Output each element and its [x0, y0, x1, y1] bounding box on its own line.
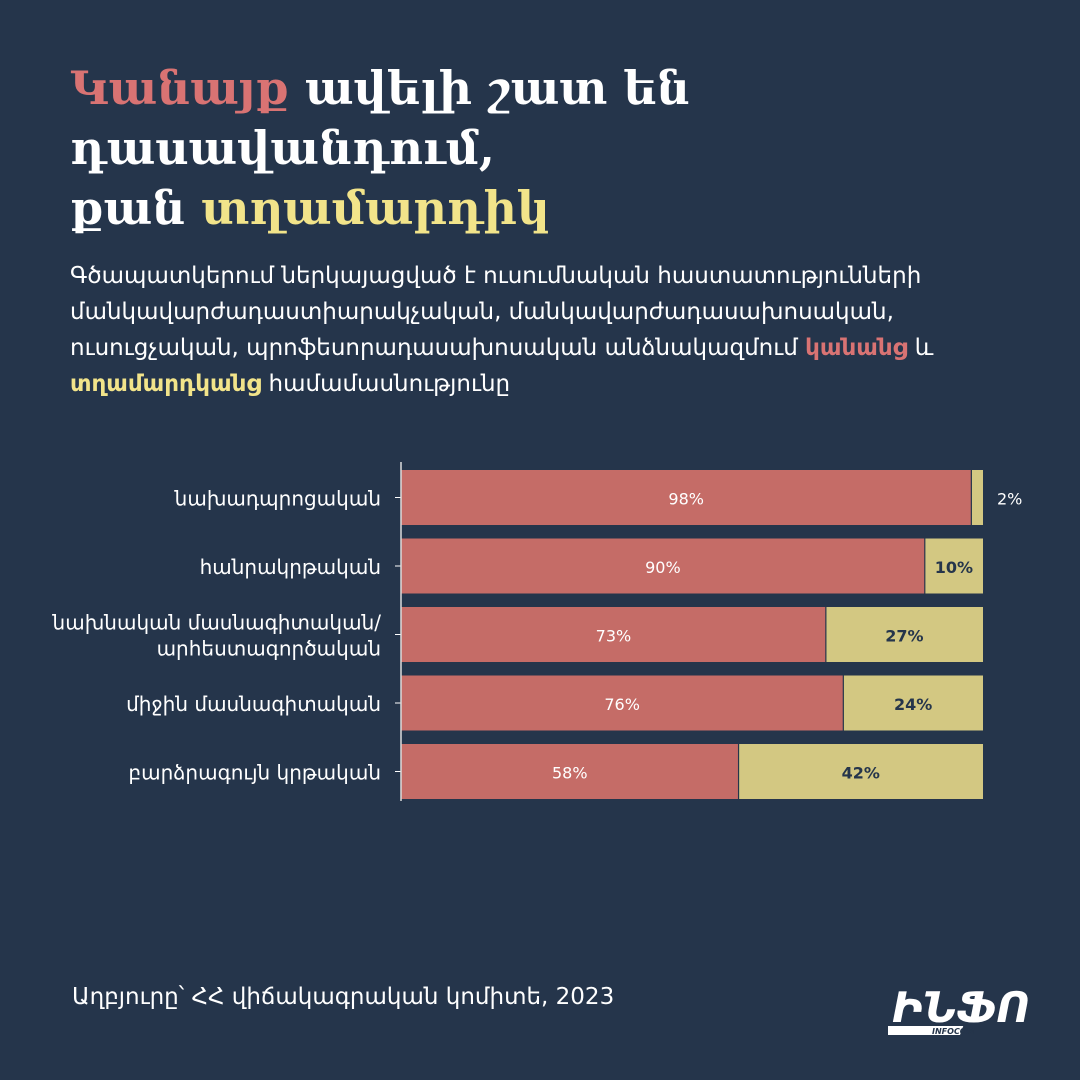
- data-label-men: 42%: [842, 764, 880, 783]
- bar-women: [401, 744, 739, 799]
- bar-women: [401, 675, 844, 731]
- data-label-women: 73%: [596, 627, 632, 646]
- title-than: քան: [70, 181, 202, 235]
- data-label-women: 90%: [645, 558, 681, 577]
- data-label-women: 76%: [604, 695, 640, 714]
- category-label: արհեստագործական: [157, 637, 381, 661]
- data-label-men: 24%: [894, 695, 932, 714]
- data-label-men: 2%: [997, 490, 1022, 509]
- category-label: նախնական մասնագիտական/: [52, 611, 382, 635]
- bar-women: [401, 470, 972, 525]
- description-tail: համամասնությունը: [261, 371, 511, 397]
- bar-men: [924, 538, 983, 594]
- bar-men: [825, 607, 983, 662]
- data-label-women: 98%: [668, 490, 704, 509]
- bar-men: [738, 744, 983, 799]
- category-label: միջին մասնագիտական: [126, 692, 381, 716]
- page-title: Կանայք ավելի շատ են դասավանդում, քան տղա…: [70, 58, 1030, 238]
- title-middle: ավելի շատ են դասավանդում,: [70, 61, 690, 175]
- bar-women: [401, 538, 925, 594]
- infocom-logo: ԻՆՖՈ INFOCOM: [888, 983, 1030, 1036]
- description-men: տղամարդկանց: [70, 371, 262, 397]
- description: Գծապատկերում ներկայացված է ուսումնական հ…: [70, 258, 1030, 402]
- data-label-men: 27%: [885, 627, 923, 646]
- logo-mark: ԻՆՖՈ: [892, 983, 1030, 1032]
- bar-men: [843, 675, 983, 731]
- category-label: բարձրագույն կրթական: [128, 761, 381, 785]
- description-and: և: [907, 335, 934, 361]
- category-label: հանրակրթական: [200, 555, 381, 579]
- logo-bar: [888, 1026, 964, 1035]
- logo-sub: INFOCOM: [932, 1027, 975, 1036]
- description-women: կանանց: [805, 335, 908, 361]
- data-label-women: 58%: [552, 764, 588, 783]
- bar-men: [971, 470, 983, 525]
- bar-women: [401, 607, 826, 662]
- title-men: տղամարդիկ: [201, 181, 551, 235]
- stacked-bar-chart: 98% 2% նախադպրոցական 90% 10% հանրակրթական 73% 2…: [52, 462, 1022, 801]
- data-label-men: 10%: [935, 558, 973, 577]
- title-women: Կանայք: [70, 61, 290, 115]
- source-note: Աղբյուրը՝ ՀՀ վիճակագրական կոմիտե, 2023: [72, 984, 615, 1010]
- description-text: Գծապատկերում ներկայացված է ուսումնական հ…: [70, 263, 922, 361]
- category-label: նախադպրոցական: [174, 487, 381, 511]
